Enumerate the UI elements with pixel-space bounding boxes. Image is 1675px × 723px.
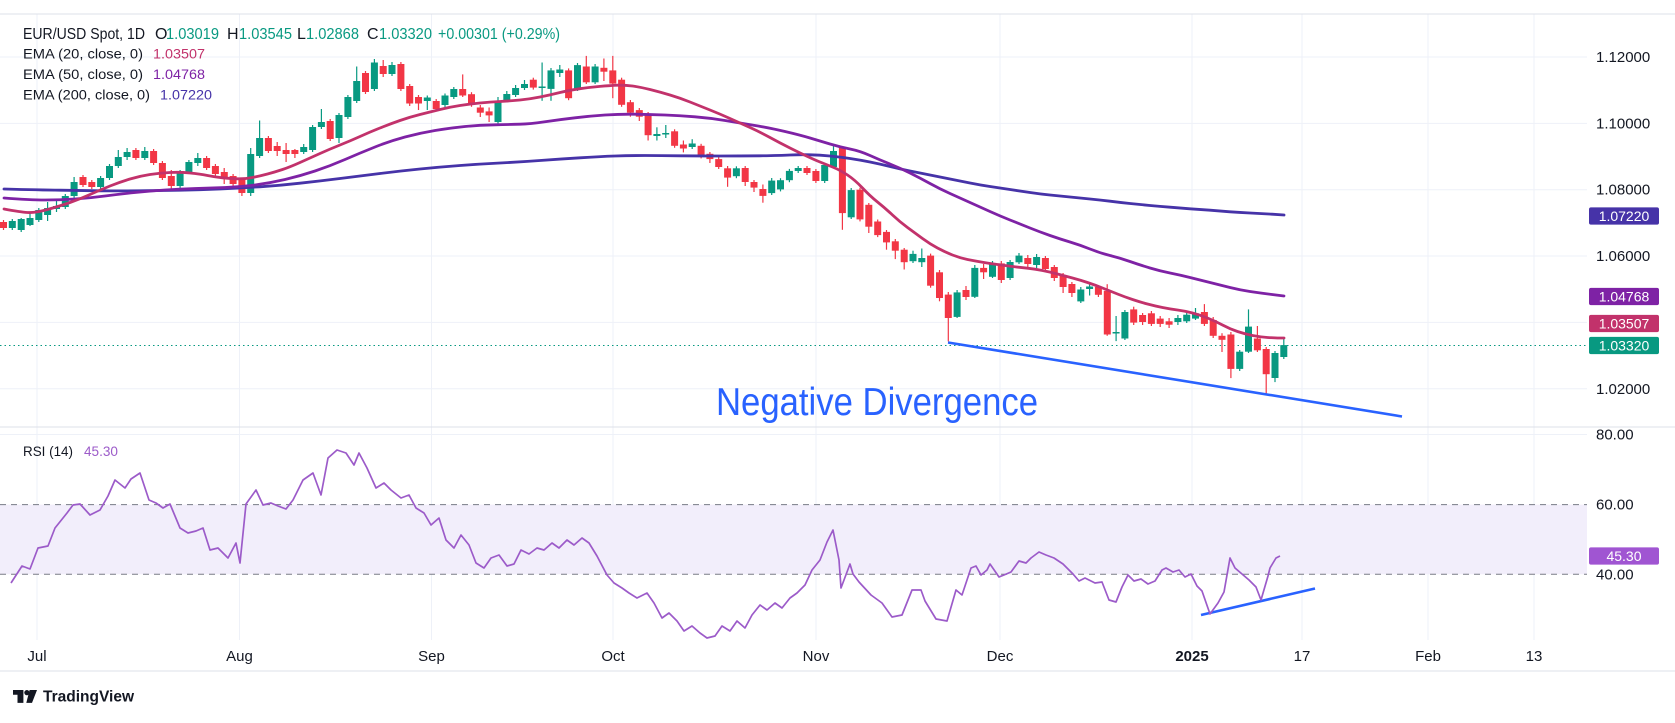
- svg-text:Oct: Oct: [601, 648, 625, 665]
- svg-text:1.03019: 1.03019: [166, 26, 219, 43]
- svg-text:EUR/USD Spot, 1D: EUR/USD Spot, 1D: [23, 26, 145, 43]
- svg-text:1.04768: 1.04768: [153, 67, 205, 82]
- svg-text:40.00: 40.00: [1596, 566, 1634, 583]
- svg-text:1.12000: 1.12000: [1596, 49, 1650, 66]
- svg-text:1.03545: 1.03545: [239, 26, 292, 43]
- svg-text:L: L: [297, 26, 306, 43]
- svg-text:45.30: 45.30: [1606, 548, 1641, 564]
- svg-text:Feb: Feb: [1415, 648, 1441, 665]
- svg-text:1.04768: 1.04768: [1599, 289, 1650, 305]
- svg-text:Aug: Aug: [226, 648, 253, 665]
- svg-text:+0.00301 (+0.29%): +0.00301 (+0.29%): [438, 26, 560, 43]
- svg-text:1.03507: 1.03507: [153, 47, 205, 62]
- svg-text:1.07220: 1.07220: [160, 88, 212, 103]
- svg-text:Dec: Dec: [987, 648, 1014, 665]
- svg-text:1.02000: 1.02000: [1596, 381, 1650, 398]
- svg-text:EMA (50, close, 0): EMA (50, close, 0): [23, 67, 143, 82]
- svg-text:1.07220: 1.07220: [1599, 208, 1650, 224]
- svg-text:1.03320: 1.03320: [1599, 338, 1650, 354]
- svg-text:13: 13: [1526, 648, 1543, 665]
- svg-text:1.10000: 1.10000: [1596, 115, 1650, 132]
- svg-text:O: O: [155, 26, 167, 43]
- svg-text:Negative Divergence: Negative Divergence: [716, 381, 1038, 424]
- svg-text:TradingView: TradingView: [43, 689, 135, 706]
- svg-text:17: 17: [1294, 648, 1311, 665]
- svg-text:45.30: 45.30: [84, 444, 118, 459]
- svg-text:EMA (20, close, 0): EMA (20, close, 0): [23, 47, 143, 62]
- svg-text:EMA (200, close, 0): EMA (200, close, 0): [23, 88, 150, 103]
- svg-text:1.08000: 1.08000: [1596, 182, 1650, 199]
- svg-text:RSI (14): RSI (14): [23, 444, 73, 459]
- svg-text:60.00: 60.00: [1596, 497, 1634, 514]
- svg-text:C: C: [367, 26, 379, 43]
- svg-text:2025: 2025: [1175, 648, 1208, 665]
- svg-text:1.06000: 1.06000: [1596, 248, 1650, 265]
- svg-text:1.02868: 1.02868: [306, 26, 359, 43]
- svg-text:Nov: Nov: [803, 648, 830, 665]
- svg-text:80.00: 80.00: [1596, 427, 1634, 444]
- svg-text:1.03320: 1.03320: [379, 26, 432, 43]
- svg-text:1.03507: 1.03507: [1599, 316, 1650, 332]
- svg-text:Jul: Jul: [27, 648, 46, 665]
- svg-text:H: H: [227, 26, 239, 43]
- svg-text:Sep: Sep: [418, 648, 445, 665]
